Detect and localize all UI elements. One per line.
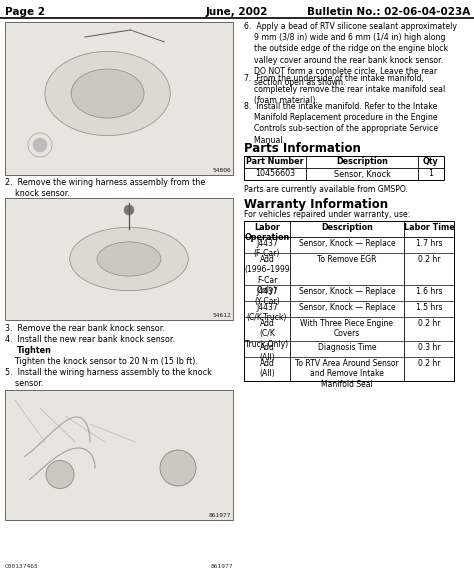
Text: 0.2 hr: 0.2 hr xyxy=(418,319,440,328)
Text: Labor
Operation: Labor Operation xyxy=(245,223,290,242)
Text: Warranty Information: Warranty Information xyxy=(244,198,388,211)
Text: 0.2 hr: 0.2 hr xyxy=(418,359,440,368)
Circle shape xyxy=(160,450,196,486)
Text: 6.  Apply a bead of RTV silicone sealant approximately
    9 mm (3/8 in) wide an: 6. Apply a bead of RTV silicone sealant … xyxy=(244,22,457,87)
Text: 54612: 54612 xyxy=(212,313,231,318)
Bar xyxy=(5,390,233,520)
Text: Add
(All): Add (All) xyxy=(259,359,275,378)
Text: 0.2 hr: 0.2 hr xyxy=(418,255,440,264)
Text: J4437
(Y-Car): J4437 (Y-Car) xyxy=(254,287,280,307)
Text: Part Number: Part Number xyxy=(246,157,304,166)
Text: Sensor, Knock — Replace: Sensor, Knock — Replace xyxy=(299,239,395,248)
Text: Add
(C/K
Truck Only): Add (C/K Truck Only) xyxy=(246,319,289,349)
Text: Add
(All): Add (All) xyxy=(259,343,275,362)
Text: 4.  Install the new rear bank knock sensor.: 4. Install the new rear bank knock senso… xyxy=(5,335,175,344)
Ellipse shape xyxy=(71,69,144,118)
Text: 7.  From the underside of the intake manifold,
    completely remove the rear in: 7. From the underside of the intake mani… xyxy=(244,74,445,106)
Ellipse shape xyxy=(70,227,188,290)
Text: Tighten: Tighten xyxy=(17,346,52,355)
Text: C00137465: C00137465 xyxy=(5,564,39,569)
Text: 10456603: 10456603 xyxy=(255,169,295,179)
Ellipse shape xyxy=(97,242,161,276)
Bar xyxy=(5,22,233,175)
Text: 1.5 hrs: 1.5 hrs xyxy=(416,303,442,312)
Bar xyxy=(5,198,233,320)
Text: 861977: 861977 xyxy=(210,564,233,569)
Text: For vehicles repaired under warranty, use:: For vehicles repaired under warranty, us… xyxy=(244,210,410,219)
Text: Sensor, Knock — Replace: Sensor, Knock — Replace xyxy=(299,303,395,312)
Text: Qty: Qty xyxy=(423,157,439,166)
Text: To RTV Area Around Sensor
and Remove Intake
Manifold Seal: To RTV Area Around Sensor and Remove Int… xyxy=(295,359,399,389)
Text: Bulletin No.: 02-06-04-023A: Bulletin No.: 02-06-04-023A xyxy=(307,7,470,17)
Text: With Three Piece Engine
Covers: With Three Piece Engine Covers xyxy=(301,319,393,339)
Text: J4437
(F-Car): J4437 (F-Car) xyxy=(254,239,280,258)
Text: Diagnosis Time: Diagnosis Time xyxy=(318,343,376,352)
Text: To Remove EGR: To Remove EGR xyxy=(317,255,377,264)
Text: June, 2002: June, 2002 xyxy=(206,7,268,17)
Ellipse shape xyxy=(45,52,170,135)
Text: Sensor, Knock: Sensor, Knock xyxy=(334,169,391,179)
Text: Tighten the knock sensor to 20 N·m (15 lb ft).: Tighten the knock sensor to 20 N·m (15 l… xyxy=(5,357,198,366)
Bar xyxy=(244,221,454,381)
Text: 1.6 hrs: 1.6 hrs xyxy=(416,287,442,296)
Circle shape xyxy=(33,138,47,152)
Text: 3.  Remove the rear bank knock sensor.: 3. Remove the rear bank knock sensor. xyxy=(5,324,165,333)
Text: J4437
(C/K-Truck): J4437 (C/K-Truck) xyxy=(247,303,287,323)
Text: 0.3 hr: 0.3 hr xyxy=(418,343,440,352)
Text: 54806: 54806 xyxy=(212,168,231,173)
Text: Parts Information: Parts Information xyxy=(244,142,361,155)
Text: Parts are currently available from GMSPO.: Parts are currently available from GMSPO… xyxy=(244,185,408,194)
Circle shape xyxy=(124,205,134,215)
Text: Sensor, Knock — Replace: Sensor, Knock — Replace xyxy=(299,287,395,296)
Text: 8.  Install the intake manifold. Refer to the Intake
    Manifold Replacement pr: 8. Install the intake manifold. Refer to… xyxy=(244,102,438,145)
Text: 1: 1 xyxy=(428,169,434,179)
Text: 2.  Remove the wiring harness assembly from the
    knock sensor.: 2. Remove the wiring harness assembly fr… xyxy=(5,178,205,198)
Text: 5.  Install the wiring harness assembly to the knock
    sensor.: 5. Install the wiring harness assembly t… xyxy=(5,368,212,388)
Bar xyxy=(244,156,444,180)
Text: Labor Time: Labor Time xyxy=(404,223,455,232)
Text: Description: Description xyxy=(321,223,373,232)
Text: 1.7 hrs: 1.7 hrs xyxy=(416,239,442,248)
Text: Description: Description xyxy=(336,157,388,166)
Text: Add
(1996–1999
F-Car
Only): Add (1996–1999 F-Car Only) xyxy=(244,255,290,295)
Text: Page 2: Page 2 xyxy=(5,7,45,17)
Circle shape xyxy=(46,460,74,488)
Text: 861977: 861977 xyxy=(209,513,231,518)
